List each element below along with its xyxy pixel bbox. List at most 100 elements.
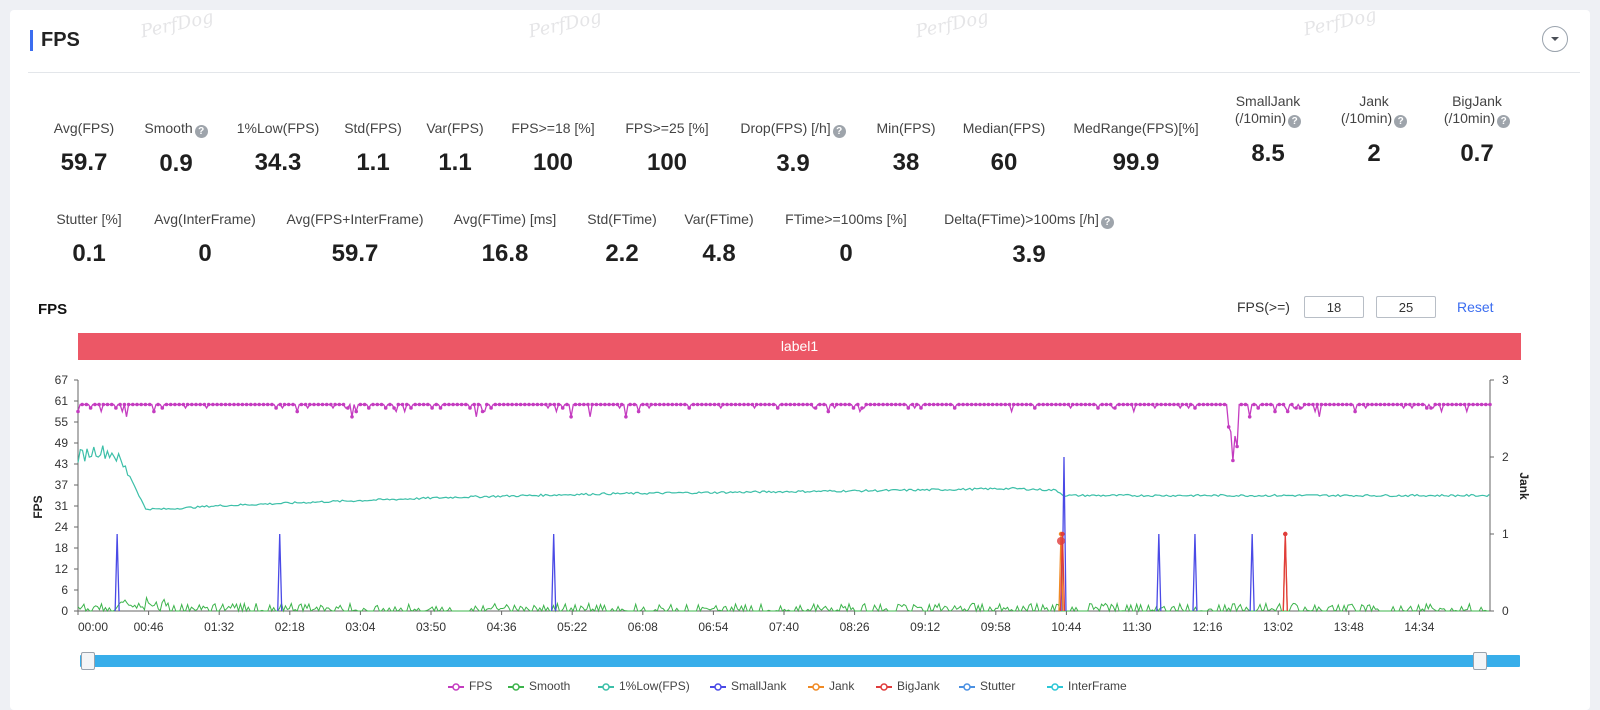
- series-fps-point: [1003, 402, 1008, 407]
- metric-stutter: Stutter [%] 0.1: [0, 211, 179, 268]
- series-fps-point: [143, 402, 148, 407]
- series-fps-point: [257, 402, 261, 407]
- series-fps-point: [1471, 402, 1475, 407]
- series-fps-point: [586, 402, 590, 407]
- metric-value: 8.5: [1251, 140, 1285, 167]
- metric-label-text: Smooth: [144, 120, 193, 136]
- series-fps-point: [442, 402, 447, 407]
- series-fps-point: [438, 406, 443, 410]
- series-fps-point: [952, 406, 957, 410]
- metric-medrange-fps: MedRange(FPS)[%] 99.9: [1046, 120, 1226, 177]
- series-fps-point: [687, 406, 691, 410]
- metric-var-ftime: Var(FTime) 4.8: [629, 211, 809, 268]
- series-fps-point: [1467, 402, 1471, 407]
- series-fps-point: [1188, 402, 1193, 407]
- series-fps-point: [995, 402, 999, 407]
- legend-item-smalljank[interactable]: SmallJank: [710, 679, 786, 693]
- series-fps-point: [114, 406, 118, 410]
- series-fps-point: [1193, 406, 1197, 410]
- series-fps-point: [678, 402, 683, 407]
- series-fps-point: [552, 402, 557, 407]
- metric-label: FPS>=25 [%]: [577, 120, 757, 137]
- series-fps-point: [1011, 402, 1016, 407]
- series-fps-point: [700, 402, 704, 407]
- y-axis-title: FPS: [31, 495, 45, 518]
- help-icon[interactable]: ?: [1288, 115, 1302, 128]
- collapse-button[interactable]: [1542, 26, 1568, 52]
- legend-label: SmallJank: [731, 679, 787, 693]
- series-fps-point: [881, 402, 885, 407]
- series-fps-point: [961, 402, 965, 407]
- series-fps-point: [1016, 402, 1020, 407]
- series-smalljank-spike: [551, 533, 557, 612]
- series-fps-point: [1307, 402, 1311, 407]
- metric-label-text: FPS>=18 [%]: [511, 120, 595, 136]
- series-fps-point: [88, 406, 93, 410]
- y-tick-label: 49: [55, 436, 69, 450]
- series-fps-point: [539, 402, 544, 407]
- zoom-slider-right-handle[interactable]: [1473, 652, 1487, 670]
- series-fps-point: [843, 402, 847, 407]
- series-fps-point: [1488, 402, 1492, 407]
- metric-value: 60: [990, 149, 1018, 176]
- series-fps-point: [1328, 402, 1332, 407]
- series-smooth-line: [77, 595, 1489, 613]
- metric-label-text: Std(FTime): [587, 211, 657, 227]
- series-fps-point: [1437, 402, 1442, 407]
- series-fps-point: [1024, 402, 1029, 407]
- legend-item-fps[interactable]: FPS: [448, 679, 492, 693]
- series-fps-point: [1049, 402, 1054, 407]
- legend-item-interframe[interactable]: InterFrame: [1047, 679, 1127, 693]
- series-fps-point: [594, 402, 599, 407]
- series-fps-point: [426, 402, 430, 407]
- series-fps-point: [662, 402, 666, 407]
- legend-item-smooth[interactable]: Smooth: [508, 679, 570, 693]
- chart-title: FPS: [38, 301, 68, 318]
- metric-label-text: Avg(InterFrame): [154, 211, 256, 227]
- series-fps-point: [1138, 402, 1142, 407]
- help-icon[interactable]: ?: [832, 125, 846, 138]
- series-fps-point: [156, 402, 160, 407]
- help-icon[interactable]: ?: [194, 125, 208, 138]
- metric-value: 34.3: [254, 149, 302, 176]
- series-fps-point: [177, 402, 181, 407]
- fps-threshold-label: FPS(>=): [1237, 299, 1290, 315]
- label-band[interactable]: label1: [78, 333, 1521, 360]
- help-icon[interactable]: ?: [1394, 115, 1408, 128]
- help-icon[interactable]: ?: [1497, 115, 1511, 128]
- series-fps-point: [400, 402, 405, 407]
- series-fps-point: [1357, 402, 1362, 407]
- series-fps-point: [1197, 402, 1201, 407]
- legend-swatch-icon: [959, 683, 975, 691]
- fps-threshold-input-1[interactable]: [1304, 296, 1364, 318]
- legend-item-1-low-fps[interactable]: 1%Low(FPS): [598, 679, 690, 693]
- series-fps-point: [358, 402, 363, 407]
- x-tick-label: 13:48: [1334, 620, 1364, 634]
- legend-item-bigjank[interactable]: BigJank: [876, 679, 940, 693]
- metric-label-unit: (/10min): [1234, 110, 1287, 126]
- series-fps-point: [1399, 402, 1404, 407]
- reset-link[interactable]: Reset: [1457, 299, 1494, 315]
- series-fps-point: [211, 402, 215, 407]
- series-fps-point: [902, 402, 906, 407]
- zoom-slider-left-handle[interactable]: [81, 652, 95, 670]
- metric-label-text: MedRange(FPS)[%]: [1073, 120, 1199, 136]
- series-fps-point: [885, 402, 890, 407]
- series-fps-point: [1256, 406, 1260, 410]
- fps-threshold-input-2[interactable]: [1376, 296, 1436, 318]
- zoom-slider-track[interactable]: [80, 655, 1520, 667]
- help-icon[interactable]: ?: [1100, 216, 1114, 229]
- metric-label: Drop(FPS) [/h]?: [703, 120, 883, 138]
- series-fps-point: [649, 402, 653, 407]
- series-fps-point: [1332, 402, 1336, 407]
- series-fps-point: [792, 402, 797, 407]
- metric-label-text: Median(FPS): [962, 120, 1046, 136]
- series-fps-point: [1176, 402, 1180, 407]
- series-fps-point: [109, 402, 114, 407]
- series-fps-point: [868, 402, 873, 407]
- series-fps-point: [506, 402, 510, 407]
- series-fps-point: [856, 402, 860, 407]
- legend-item-jank[interactable]: Jank: [808, 679, 854, 693]
- legend-item-stutter[interactable]: Stutter: [959, 679, 1015, 693]
